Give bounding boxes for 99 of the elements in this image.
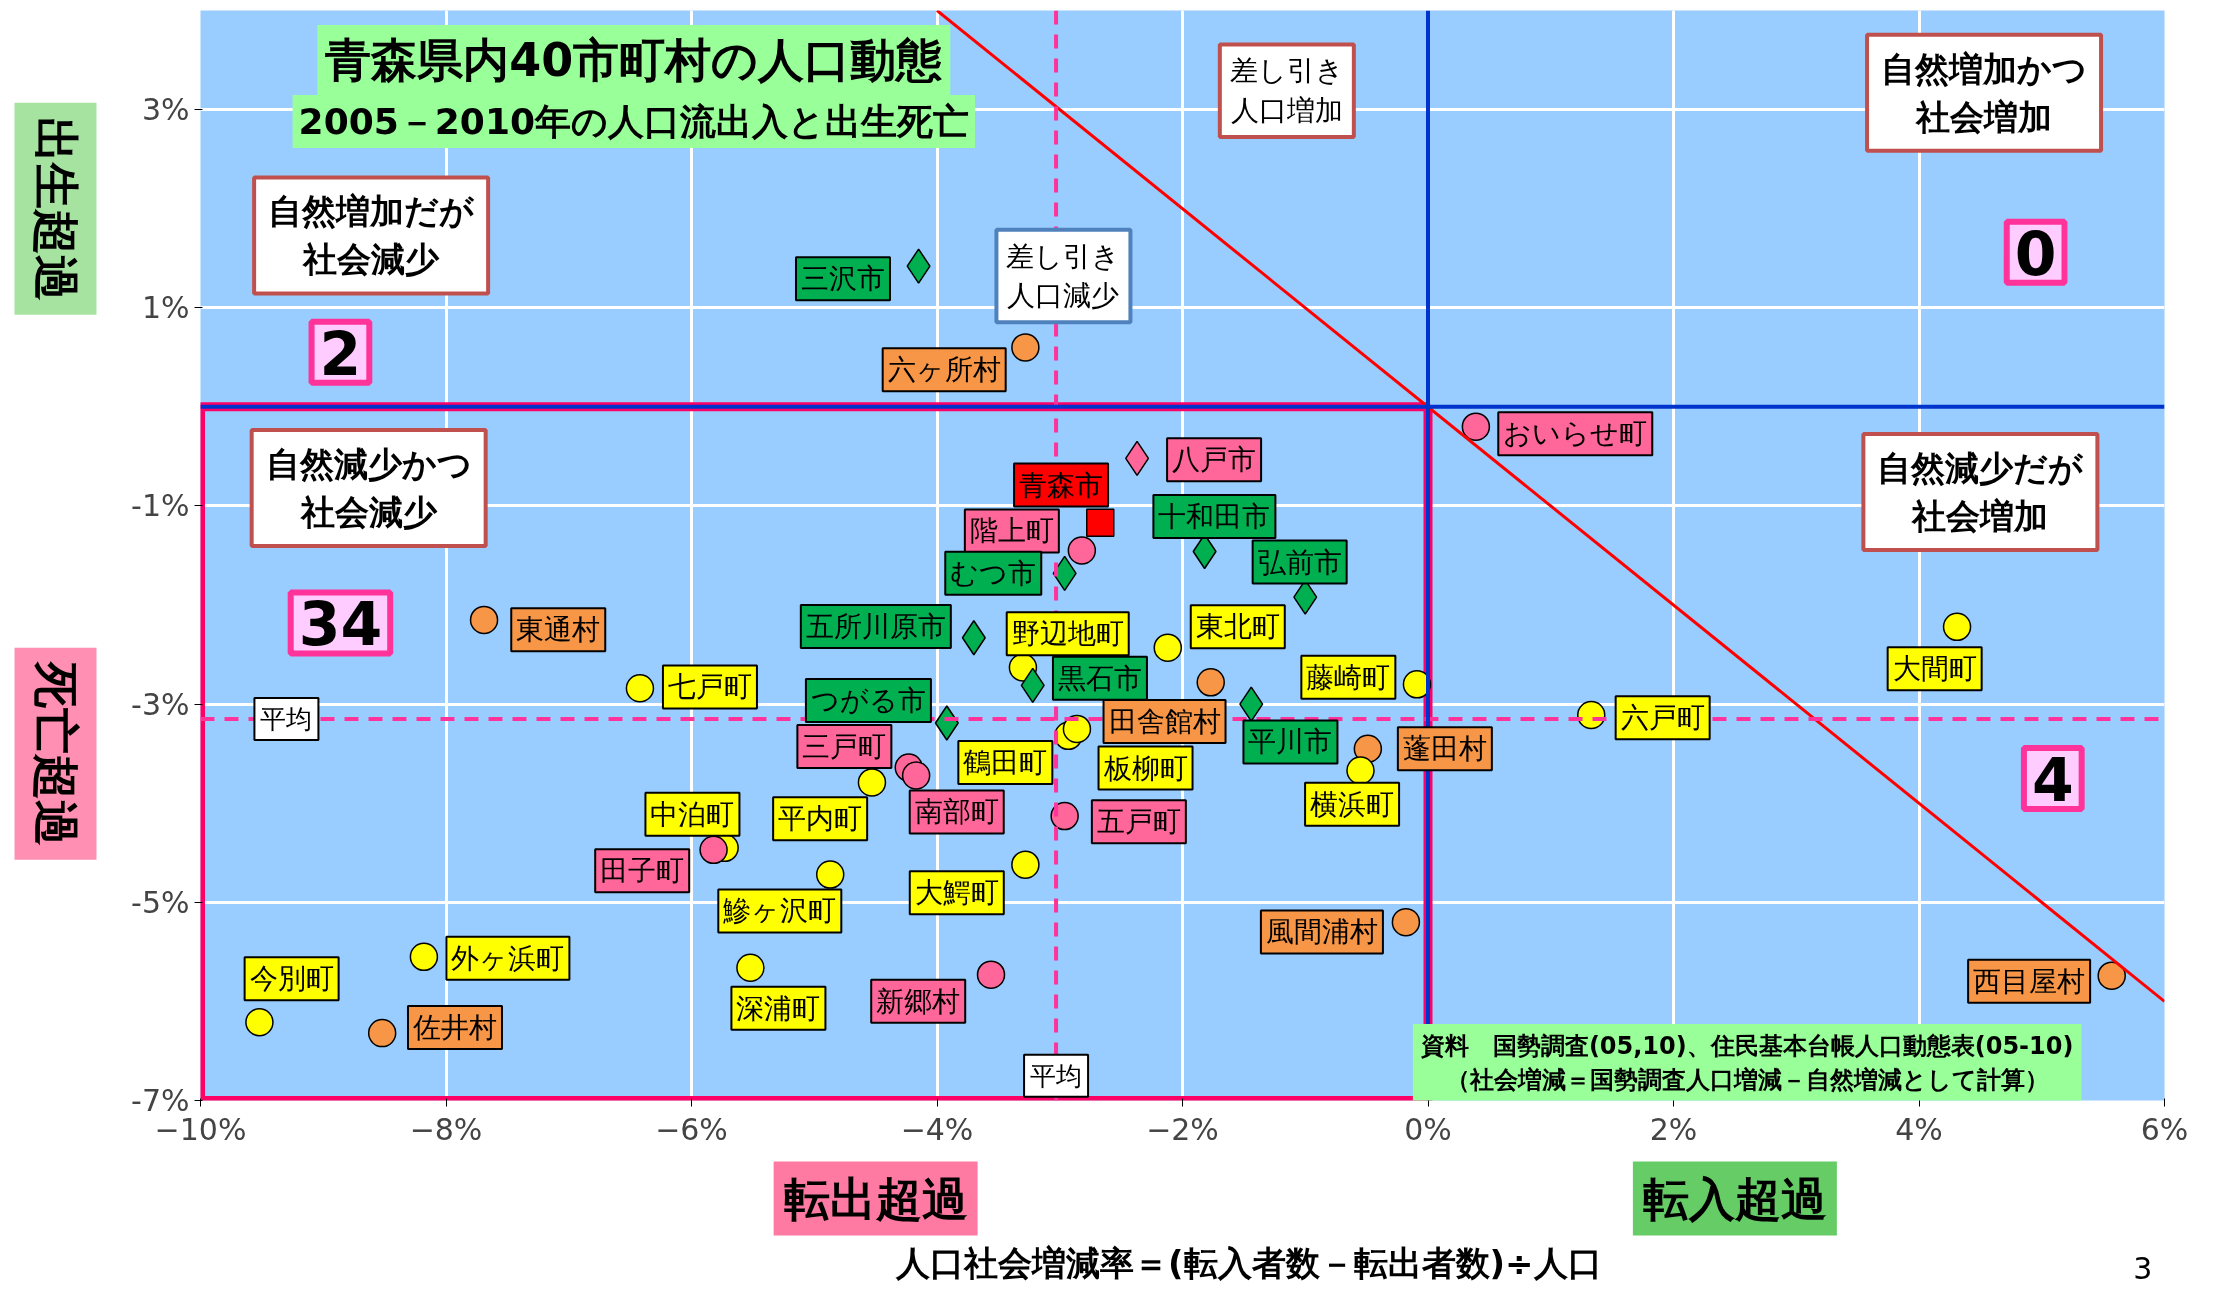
y-tick-label: -3% bbox=[131, 686, 190, 722]
data-label: 三沢市 bbox=[800, 262, 885, 296]
point bbox=[469, 605, 499, 635]
data-label: 五所川原市 bbox=[805, 610, 946, 644]
point bbox=[1062, 714, 1092, 744]
text: 転入超過 bbox=[1642, 1171, 1827, 1226]
y-tick-label: -1% bbox=[131, 488, 190, 524]
y-tick-label: -5% bbox=[131, 884, 190, 920]
annotation: 34 bbox=[298, 589, 383, 660]
data-label: 大間町 bbox=[1892, 652, 1977, 686]
point bbox=[1086, 508, 1115, 538]
x-axis-title: 人口社会増減率＝(転入者数－転出者数)÷人口 bbox=[895, 1243, 1602, 1283]
data-label: 東通村 bbox=[516, 613, 601, 647]
point bbox=[1196, 668, 1225, 697]
data-label: 東北町 bbox=[1195, 610, 1280, 644]
point bbox=[367, 1018, 397, 1048]
point bbox=[245, 1007, 274, 1037]
point bbox=[857, 768, 887, 797]
point bbox=[1346, 756, 1375, 785]
text: 3 bbox=[2133, 1250, 2153, 1286]
data-label: 階上町 bbox=[969, 514, 1054, 548]
data-label: 南部町 bbox=[914, 795, 999, 829]
point bbox=[901, 761, 931, 790]
point bbox=[1353, 734, 1383, 763]
x-tick-label: −8% bbox=[409, 1111, 483, 1147]
point bbox=[1011, 333, 1040, 362]
x-tick-label: 0% bbox=[1404, 1111, 1452, 1147]
annotation: 差し引き人口減少 bbox=[1006, 239, 1121, 313]
annotation: 自然増加だが社会減少 bbox=[268, 191, 476, 280]
annotation: 自然増加かつ社会増加 bbox=[1881, 48, 2088, 137]
y-tick-label: 3% bbox=[141, 92, 190, 128]
point bbox=[1153, 633, 1183, 662]
data-label: 田子町 bbox=[600, 854, 685, 888]
point bbox=[815, 860, 845, 889]
annotation: 4 bbox=[2031, 744, 2074, 815]
data-label: 横浜町 bbox=[1310, 787, 1395, 821]
data-label: 板柳町 bbox=[1102, 751, 1188, 785]
data-label: 三戸町 bbox=[802, 730, 887, 764]
ref-line-label: 平均 bbox=[1030, 1060, 1083, 1091]
point bbox=[409, 942, 439, 972]
data-label: 佐井村 bbox=[412, 1011, 497, 1045]
point bbox=[1391, 907, 1421, 937]
y-tick-label: 1% bbox=[141, 290, 190, 326]
point bbox=[1011, 850, 1040, 879]
text: 出生超過 bbox=[28, 116, 83, 301]
data-label: 五戸町 bbox=[1096, 805, 1181, 839]
text: 死亡超過 bbox=[28, 660, 83, 846]
annotation: 資料 国勢調査(05,10)、住民基本台帳人口動態表(05-10) （社会増減＝国勢調査人口増減－自然増減として計算） bbox=[1419, 1032, 2074, 1094]
text: 2005－2010年の人口流出入と出生死亡 bbox=[298, 100, 969, 142]
x-tick-label: 4% bbox=[1895, 1111, 1943, 1147]
data-label: 平内町 bbox=[778, 802, 863, 836]
data-label: 六戸町 bbox=[1620, 701, 1705, 735]
annotation: 自然減少だが社会増加 bbox=[1877, 448, 2085, 537]
text: 転出超過 bbox=[783, 1171, 968, 1226]
data-label: 大鰐町 bbox=[914, 876, 999, 910]
annotation: 2 bbox=[319, 318, 362, 389]
point bbox=[976, 960, 1006, 989]
x-tick-label: −6% bbox=[655, 1111, 728, 1147]
data-label: 新郷村 bbox=[876, 984, 961, 1018]
data-label: 鶴田町 bbox=[963, 745, 1048, 779]
annotation: 差し引き人口増加 bbox=[1229, 54, 1344, 128]
data-label: 弘前市 bbox=[1257, 545, 1342, 579]
point bbox=[699, 835, 728, 865]
data-label: 八戸市 bbox=[1172, 443, 1257, 477]
data-label: 黒石市 bbox=[1057, 661, 1142, 695]
x-tick-label: −4% bbox=[900, 1111, 974, 1147]
point bbox=[1050, 801, 1079, 831]
data-label: つがる市 bbox=[810, 684, 926, 718]
annotation: 自然減少かつ社会減少 bbox=[265, 444, 472, 533]
data-label: 六ヶ所村 bbox=[887, 353, 1001, 387]
point bbox=[736, 953, 765, 982]
x-tick-label: 6% bbox=[2140, 1111, 2189, 1147]
data-label: 藤崎町 bbox=[1306, 660, 1391, 694]
data-label: 田舎館村 bbox=[1108, 705, 1221, 739]
data-label: 平川市 bbox=[1248, 725, 1333, 759]
data-label: 中泊町 bbox=[650, 797, 735, 831]
point bbox=[2097, 961, 2126, 990]
data-label: 十和田市 bbox=[1158, 500, 1271, 534]
data-label: 西目屋村 bbox=[1973, 964, 2086, 998]
x-tick-label: 2% bbox=[1649, 1111, 1698, 1147]
data-label: おいらせ町 bbox=[1503, 417, 1648, 451]
ref-line-label: 平均 bbox=[260, 704, 313, 734]
point bbox=[625, 674, 655, 703]
x-tick-label: −2% bbox=[1146, 1111, 1219, 1147]
text: 青森県内40市町村の人口動態 bbox=[324, 33, 943, 88]
data-label: 野辺地町 bbox=[1011, 617, 1124, 651]
data-label: 蓬田村 bbox=[1402, 732, 1487, 766]
data-label: 深浦町 bbox=[736, 991, 821, 1025]
data-label: 青森市 bbox=[1019, 468, 1104, 502]
point bbox=[1942, 612, 1972, 642]
data-label: 外ヶ浜町 bbox=[451, 941, 565, 975]
data-label: 今別町 bbox=[249, 962, 334, 996]
point bbox=[1461, 412, 1491, 441]
data-label: 鰺ヶ沢町 bbox=[723, 894, 837, 928]
data-label: 風間浦村 bbox=[1265, 915, 1378, 949]
data-label: むつ市 bbox=[950, 556, 1037, 590]
data-label: 七戸町 bbox=[667, 670, 752, 704]
annotation: 0 bbox=[2014, 218, 2057, 289]
point bbox=[1067, 536, 1097, 565]
